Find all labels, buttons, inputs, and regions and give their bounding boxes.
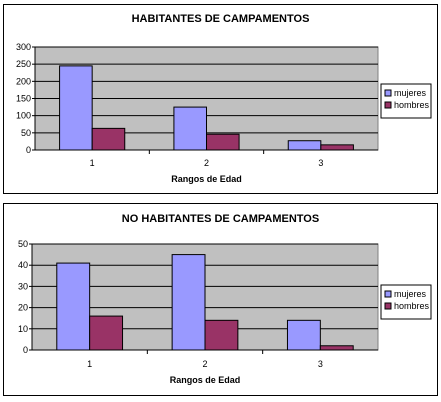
- x-axis-label: Rangos de Edad: [171, 174, 242, 184]
- bar-hombres-1: [89, 315, 124, 351]
- legend-swatch-hombres: [384, 302, 392, 310]
- y-tick-label: 200: [16, 76, 31, 86]
- x-tick-label: 3: [318, 359, 323, 369]
- chart-habitantes-svg: HABITANTES DE CAMPAMENTOS 0 50 100 150 200 250…: [16, 13, 432, 184]
- legend-swatch-mujeres: [384, 89, 392, 97]
- x-axis-label: Rangos de Edad: [170, 375, 241, 385]
- legend-label-mujeres: mujeres: [394, 289, 427, 299]
- bar-hombres-3: [320, 144, 354, 151]
- chart-no-habitantes-svg: NO HABITANTES DE CAMPAMENTOS 0 10 20 30 40 50 1…: [18, 213, 432, 385]
- legend-label-mujeres: mujeres: [394, 88, 427, 98]
- y-tick-label: 0: [23, 345, 28, 355]
- y-tick-label: 40: [18, 260, 28, 270]
- y-tick-label: 300: [16, 42, 31, 52]
- y-tick-label: 0: [26, 145, 31, 155]
- legend-swatch-mujeres: [384, 290, 392, 298]
- legend-swatch-hombres: [384, 101, 392, 109]
- chart-title: NO HABITANTES DE CAMPAMENTOS: [122, 213, 319, 225]
- legend-label-hombres: hombres: [394, 301, 430, 311]
- bar-mujeres-1: [59, 65, 93, 151]
- x-tick-label: 1: [90, 158, 95, 168]
- x-tick-label: 2: [202, 359, 207, 369]
- chart-habitantes: HABITANTES DE CAMPAMENTOS 0 50 100 150 200 250…: [3, 4, 438, 194]
- y-tick-label: 150: [16, 94, 31, 104]
- x-tick-label: 3: [318, 158, 323, 168]
- y-tick-label: 250: [16, 59, 31, 69]
- legend-label-hombres: hombres: [394, 100, 430, 110]
- bar-hombres-3: [319, 345, 354, 351]
- bar-mujeres-1: [56, 262, 91, 351]
- y-tick-label: 50: [21, 128, 31, 138]
- y-tick-label: 10: [18, 324, 28, 334]
- x-tick-label: 2: [204, 158, 209, 168]
- bar-hombres-2: [206, 133, 240, 151]
- bar-mujeres-3: [287, 140, 322, 151]
- bar-mujeres-2: [171, 254, 206, 351]
- bar-mujeres-2: [173, 106, 207, 151]
- y-tick-label: 30: [18, 281, 28, 291]
- chart-no-habitantes: NO HABITANTES DE CAMPAMENTOS 0 10 20 30 40 50 1…: [3, 203, 438, 396]
- y-tick-label: 50: [18, 239, 28, 249]
- bar-mujeres-3: [286, 319, 321, 351]
- y-tick-label: 20: [18, 303, 28, 313]
- x-tick-label: 1: [87, 359, 92, 369]
- chart-title: HABITANTES DE CAMPAMENTOS: [132, 13, 310, 25]
- bar-hombres-2: [204, 319, 239, 351]
- bar-hombres-1: [91, 127, 126, 151]
- y-tick-label: 100: [16, 111, 31, 121]
